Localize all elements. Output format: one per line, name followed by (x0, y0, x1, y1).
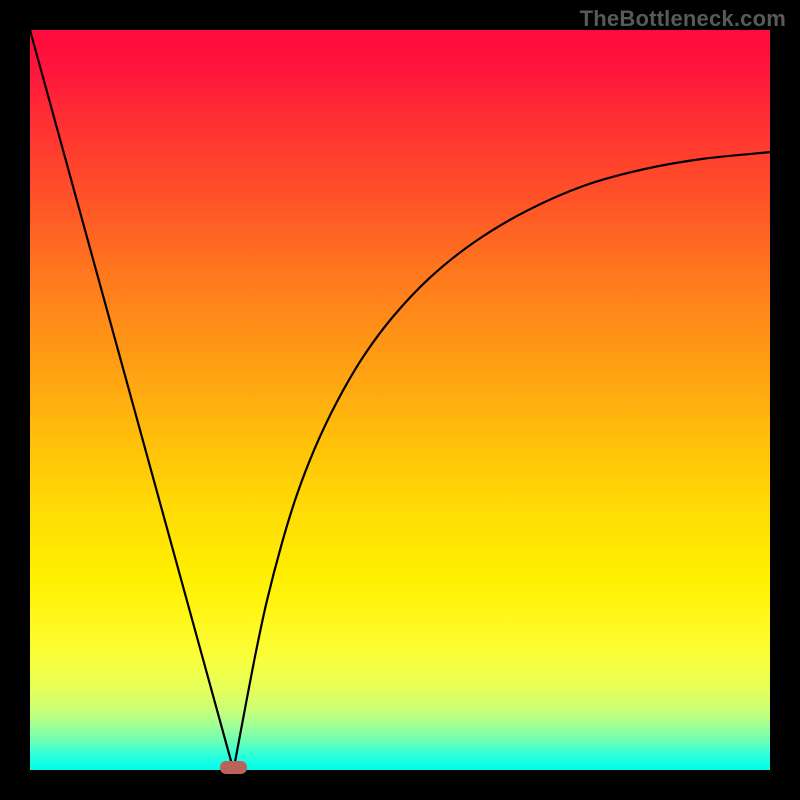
bottleneck-plot (30, 30, 770, 770)
bottleneck-curve (30, 30, 770, 770)
optimal-point-marker (220, 761, 247, 774)
watermark-text: TheBottleneck.com (580, 6, 786, 32)
